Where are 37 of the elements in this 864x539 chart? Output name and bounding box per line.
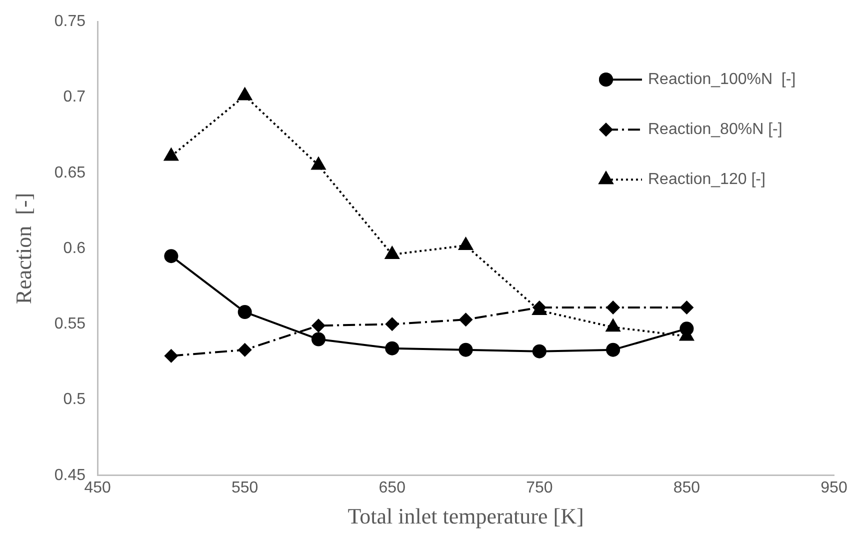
y-tick-label: 0.75 <box>54 13 86 30</box>
legend-label: Reaction_100%N [-] <box>648 71 796 88</box>
x-axis-title: Total inlet temperature [K] <box>348 504 584 529</box>
legend-label: Reaction_80%N [-] <box>648 121 782 138</box>
x-tick-label: 950 <box>820 479 848 496</box>
y-tick-label: 0.55 <box>54 316 86 333</box>
point <box>384 246 400 260</box>
point <box>458 236 474 250</box>
point <box>164 249 178 264</box>
point <box>680 300 694 314</box>
point <box>238 305 252 320</box>
x-tick-label: 450 <box>84 479 111 496</box>
point <box>385 341 400 356</box>
y-axis-title: Reaction [-] <box>10 192 36 304</box>
point <box>238 342 252 357</box>
point <box>385 317 400 332</box>
point <box>458 342 473 357</box>
point <box>237 86 253 100</box>
point <box>163 147 179 161</box>
x-tick-label: 650 <box>378 479 406 496</box>
point <box>458 312 473 327</box>
point <box>311 318 326 333</box>
y-tick-label: 0.7 <box>63 88 86 106</box>
point <box>311 332 326 346</box>
point <box>164 348 178 363</box>
y-tick-label: 0.65 <box>54 164 86 182</box>
x-tick-label: 550 <box>231 479 258 496</box>
y-tick-label: 0.45 <box>54 466 86 484</box>
legend-label: Reaction_120 [-] <box>648 171 766 188</box>
x-tick-label: 850 <box>673 479 700 496</box>
y-tick-label: 0.5 <box>63 391 86 408</box>
point <box>532 344 546 358</box>
point <box>606 342 620 357</box>
point <box>310 156 326 170</box>
y-tick-label: 0.6 <box>63 240 86 257</box>
x-tick-label: 750 <box>526 479 553 496</box>
point <box>606 300 620 314</box>
